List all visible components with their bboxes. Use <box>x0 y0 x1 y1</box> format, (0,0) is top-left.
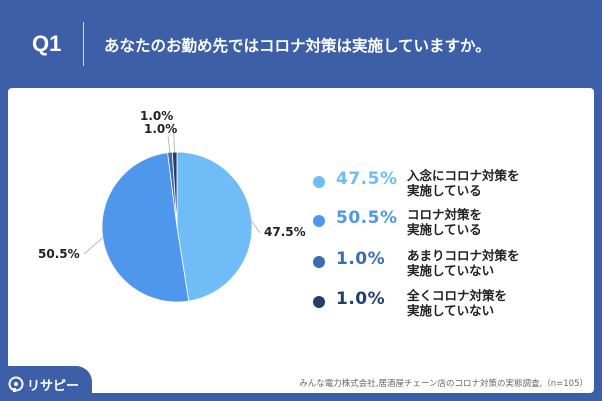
chart-card: 47.5% 50.5% 1.0% 1.0% 47.5% 入念にコロナ対策を 実施… <box>8 88 594 393</box>
legend-label: 全くコロナ対策を 実施していない <box>407 288 557 318</box>
question-number: Q1 <box>32 31 62 56</box>
legend-label: コロナ対策を 実施している <box>407 207 557 237</box>
pie-chart <box>83 122 261 303</box>
legend-label-line: 実施している <box>407 222 482 237</box>
leader-line <box>83 237 104 255</box>
pie-slice <box>171 151 178 228</box>
question-text: あなたのお勤め先ではコロナ対策は実施していますか。 <box>104 37 491 55</box>
legend-label: 入念にコロナ対策を 実施している <box>407 168 557 198</box>
leader-line <box>251 220 261 234</box>
pie-label-47-5: 47.5% <box>264 225 306 239</box>
header: Q1 あなたのお勤め先ではコロナ対策は実施していますか。 <box>0 0 602 88</box>
brand-logo: リサピー <box>0 366 92 401</box>
header-divider <box>83 22 84 66</box>
pie-slice <box>176 151 253 302</box>
legend-percent: 50.5% <box>336 208 398 228</box>
legend-label-line: 実施していない <box>407 303 495 318</box>
legend-label-line: 入念にコロナ対策を <box>407 168 520 183</box>
legend-swatch <box>313 176 325 188</box>
legend-swatch <box>313 256 325 268</box>
legend-percent: 1.0% <box>336 289 386 309</box>
pie-label-1-0-a: 1.0% <box>144 122 178 136</box>
leader-line <box>172 122 176 153</box>
legend-label-line: コロナ対策を <box>407 207 483 222</box>
pie-slice <box>101 152 190 303</box>
legend-percent: 47.5% <box>336 169 398 189</box>
legend-percent: 1.0% <box>336 249 386 269</box>
legend-swatch <box>313 296 325 308</box>
leader-line <box>167 135 171 153</box>
logo-text: リサピー <box>27 379 80 394</box>
legend-label-line: 実施していない <box>407 263 495 278</box>
source-footnote: みんな電力株式会社,居酒屋チェーン店のコロナ対策の実態調査,（n=105） <box>299 379 588 389</box>
pie-label-50-5: 50.5% <box>38 247 80 261</box>
legend-label: あまりコロナ対策を 実施していない <box>407 248 557 278</box>
legend-label-line: あまりコロナ対策を <box>407 248 520 263</box>
legend-swatch <box>313 215 325 227</box>
logo-icon <box>8 376 24 392</box>
legend-label-line: 全くコロナ対策を <box>407 288 508 303</box>
pie-label-1-0-b: 1.0% <box>140 109 174 123</box>
legend-label-line: 実施している <box>407 183 482 198</box>
